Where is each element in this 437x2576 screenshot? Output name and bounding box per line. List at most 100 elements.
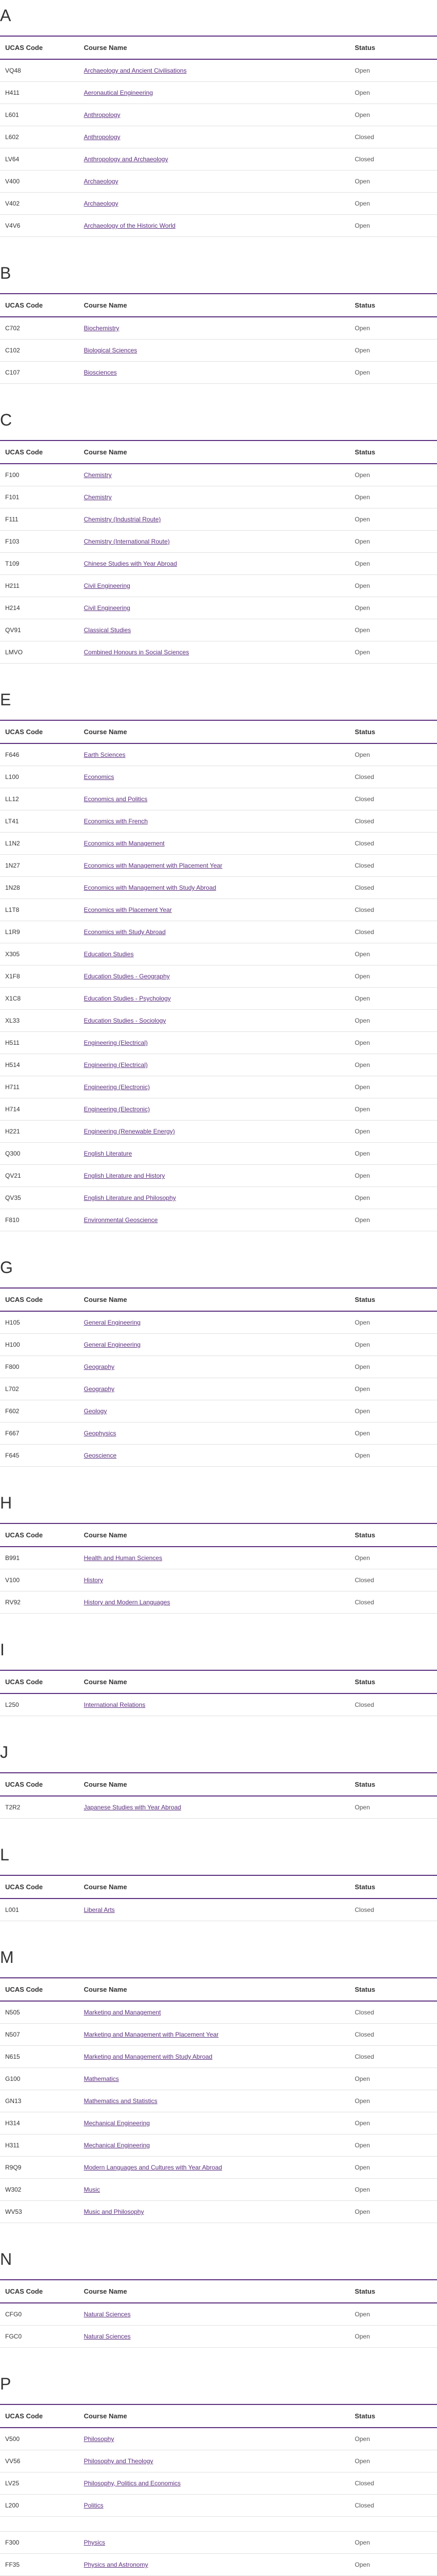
course-link[interactable]: Engineering (Electrical) (84, 1039, 148, 1046)
course-link[interactable]: Music and Philosophy (84, 2208, 144, 2215)
course-link[interactable]: Economics with Management (84, 840, 165, 847)
course-link[interactable]: Environmental Geoscience (84, 1216, 158, 1224)
course-link[interactable]: Economics and Politics (84, 795, 147, 803)
course-link[interactable]: History (84, 1577, 103, 1584)
table-row: H511Engineering (Electrical)Open (0, 1032, 437, 1054)
cell-status: Open (349, 597, 437, 619)
course-link[interactable]: Engineering (Electronic) (84, 1083, 150, 1091)
course-link[interactable]: Philosophy and Theology (84, 2458, 154, 2465)
course-link[interactable]: Mathematics (84, 2075, 119, 2082)
course-link[interactable]: Biosciences (84, 369, 117, 376)
cell-code: V4V6 (0, 215, 79, 237)
course-link[interactable]: Mathematics and Statistics (84, 2097, 158, 2105)
course-link[interactable]: Health and Human Sciences (84, 1554, 162, 1562)
course-link[interactable]: Philosophy (84, 2435, 114, 2443)
cell-status: Open (349, 509, 437, 531)
course-link[interactable]: Engineering (Renewable Energy) (84, 1128, 175, 1135)
cell-status: Open (349, 1796, 437, 1819)
cell-name: Economics and Politics (79, 788, 350, 810)
course-link[interactable]: Education Studies - Geography (84, 973, 170, 980)
course-link[interactable]: Biochemistry (84, 325, 120, 332)
course-link[interactable]: Education Studies (84, 951, 134, 958)
course-link[interactable]: Economics with Management with Study Abr… (84, 884, 216, 891)
cell-status: Open (349, 1121, 437, 1143)
course-link[interactable]: Aeronautical Engineering (84, 89, 153, 96)
course-link[interactable]: English Literature and History (84, 1172, 165, 1179)
course-link[interactable]: Modern Languages and Cultures with Year … (84, 2164, 222, 2171)
course-link[interactable]: Education Studies - Sociology (84, 1017, 166, 1024)
cell-name: Aeronautical Engineering (79, 82, 350, 104)
course-link[interactable]: Marketing and Management with Study Abro… (84, 2053, 212, 2060)
course-link[interactable]: Physics (84, 2539, 105, 2546)
course-link[interactable]: English Literature (84, 1150, 132, 1157)
course-link[interactable]: Economics with French (84, 818, 148, 825)
course-link[interactable]: Economics with Placement Year (84, 906, 172, 913)
course-link[interactable]: Chemistry (84, 494, 112, 501)
course-link[interactable]: Anthropology (84, 133, 121, 141)
course-link[interactable]: Liberal Arts (84, 1906, 115, 1913)
status-text: Open (355, 2458, 369, 2465)
course-link[interactable]: Chemistry (Industrial Route) (84, 516, 161, 523)
course-link[interactable]: Philosophy, Politics and Economics (84, 2480, 181, 2487)
course-link[interactable]: Natural Sciences (84, 2333, 131, 2340)
table-row: H711Engineering (Electronic)Open (0, 1076, 437, 1098)
cell-name: Chemistry (International Route) (79, 531, 350, 553)
table-row: F800GeographyOpen (0, 1356, 437, 1378)
table-row: F646Earth SciencesOpen (0, 743, 437, 766)
course-link[interactable]: Marketing and Management with Placement … (84, 2031, 219, 2038)
course-link[interactable]: History and Modern Languages (84, 1599, 170, 1606)
course-link[interactable]: Geography (84, 1363, 114, 1370)
cell-status: Open (349, 2134, 437, 2157)
course-link[interactable]: Chinese Studies with Year Abroad (84, 560, 177, 567)
course-link[interactable]: Mechanical Engineering (84, 2120, 150, 2127)
course-link[interactable]: Physics and Astronomy (84, 2561, 148, 2568)
course-link[interactable]: General Engineering (84, 1319, 141, 1326)
course-link[interactable]: Geography (84, 1385, 114, 1393)
status-text: Open (355, 347, 369, 354)
course-link[interactable]: Economics (84, 773, 114, 781)
course-link[interactable]: Mechanical Engineering (84, 2142, 150, 2149)
course-link[interactable]: Chemistry (84, 471, 112, 479)
course-link[interactable]: Engineering (Electronic) (84, 1106, 150, 1113)
course-link[interactable]: Archaeology of the Historic World (84, 222, 176, 229)
course-link[interactable]: Anthropology (84, 111, 121, 118)
course-link[interactable]: English Literature and Philosophy (84, 1194, 176, 1201)
course-link[interactable]: Economics with Study Abroad (84, 928, 166, 936)
course-link[interactable]: Marketing and Management (84, 2009, 161, 2016)
cell-name: Engineering (Electrical) (79, 1054, 350, 1076)
course-link[interactable]: Politics (84, 2502, 104, 2509)
status-text: Closed (355, 2053, 374, 2060)
course-link[interactable]: Engineering (Electrical) (84, 1061, 148, 1069)
course-link[interactable]: General Engineering (84, 1341, 141, 1348)
course-link[interactable]: Chemistry (International Route) (84, 538, 170, 545)
cell-code: Q300 (0, 1143, 79, 1165)
course-link[interactable]: Geoscience (84, 1452, 116, 1459)
course-link[interactable]: Geology (84, 1408, 107, 1415)
status-text: Open (355, 111, 369, 118)
course-link[interactable]: Geophysics (84, 1430, 116, 1437)
course-link[interactable]: Archaeology (84, 200, 119, 207)
course-link[interactable]: Natural Sciences (84, 2311, 131, 2318)
header-status: Status (349, 1875, 437, 1899)
course-link[interactable]: Earth Sciences (84, 751, 126, 758)
cell-name: Education Studies - Sociology (79, 1010, 350, 1032)
cell-name: Chemistry (79, 464, 350, 486)
course-link[interactable]: Economics with Management with Placement… (84, 862, 223, 869)
course-link[interactable]: Anthropology and Archaeology (84, 156, 168, 163)
table-row: L702GeographyOpen (0, 1378, 437, 1400)
course-link[interactable]: Archaeology (84, 178, 119, 185)
course-link[interactable]: Combined Honours in Social Sciences (84, 649, 189, 656)
course-link[interactable]: Biological Sciences (84, 347, 137, 354)
course-link[interactable]: Civil Engineering (84, 604, 130, 612)
header-name: Course Name (79, 1670, 350, 1693)
status-text: Open (355, 1039, 369, 1046)
course-link[interactable]: International Relations (84, 1701, 145, 1708)
course-link[interactable]: Civil Engineering (84, 582, 130, 589)
course-link[interactable]: Japanese Studies with Year Abroad (84, 1804, 181, 1811)
course-link[interactable]: Music (84, 2186, 100, 2193)
course-link[interactable]: Archaeology and Ancient Civilisations (84, 67, 187, 74)
course-link[interactable]: Education Studies - Psychology (84, 995, 171, 1002)
course-link[interactable]: Classical Studies (84, 626, 131, 634)
cell-name: English Literature (79, 1143, 350, 1165)
table-row: L1N2Economics with ManagementClosed (0, 833, 437, 855)
